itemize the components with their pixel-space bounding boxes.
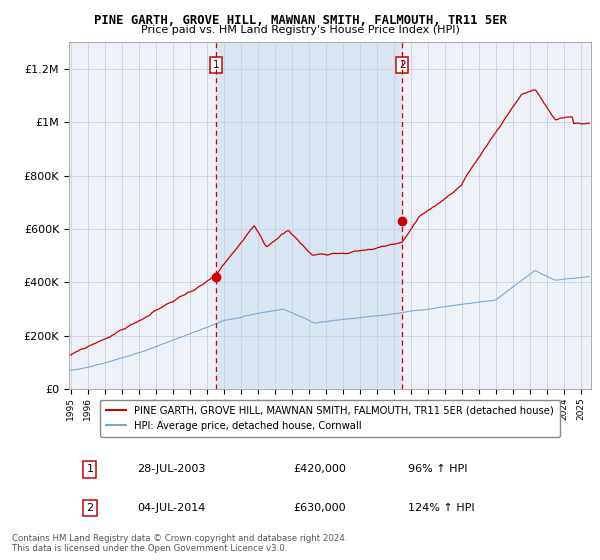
Text: £420,000: £420,000 <box>293 464 346 474</box>
Bar <box>216 42 402 389</box>
Text: 1: 1 <box>86 464 94 474</box>
Text: 1: 1 <box>213 60 220 69</box>
Text: Price paid vs. HM Land Registry's House Price Index (HPI): Price paid vs. HM Land Registry's House … <box>140 25 460 35</box>
Text: 04-JUL-2014: 04-JUL-2014 <box>137 503 205 512</box>
Text: Contains HM Land Registry data © Crown copyright and database right 2024.
This d: Contains HM Land Registry data © Crown c… <box>12 534 347 553</box>
Text: 28-JUL-2003: 28-JUL-2003 <box>137 464 205 474</box>
Text: 2: 2 <box>399 60 406 69</box>
Text: £630,000: £630,000 <box>293 503 346 512</box>
Text: 124% ↑ HPI: 124% ↑ HPI <box>409 503 475 512</box>
Text: PINE GARTH, GROVE HILL, MAWNAN SMITH, FALMOUTH, TR11 5ER: PINE GARTH, GROVE HILL, MAWNAN SMITH, FA… <box>94 14 506 27</box>
Text: 96% ↑ HPI: 96% ↑ HPI <box>409 464 468 474</box>
Legend: PINE GARTH, GROVE HILL, MAWNAN SMITH, FALMOUTH, TR11 5ER (detached house), HPI: : PINE GARTH, GROVE HILL, MAWNAN SMITH, FA… <box>100 400 560 437</box>
Text: 2: 2 <box>86 503 94 512</box>
